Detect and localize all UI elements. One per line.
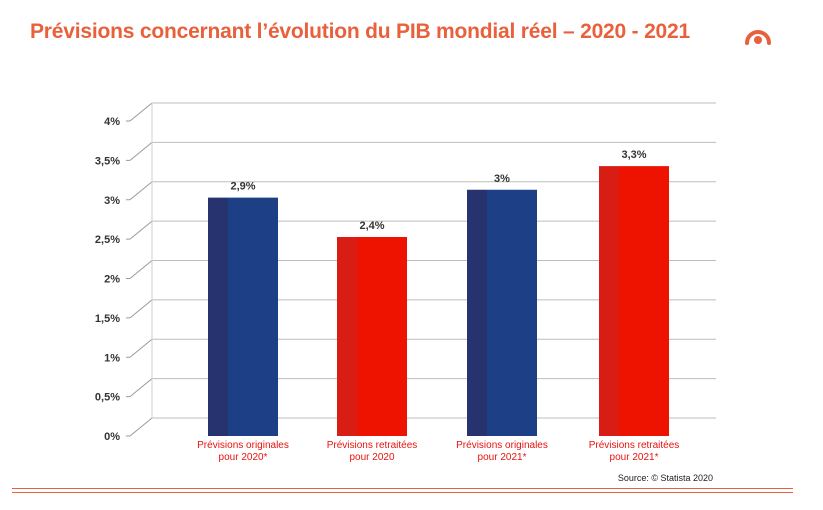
bar-side bbox=[208, 197, 228, 436]
gridline bbox=[129, 299, 153, 319]
data-label: 3% bbox=[494, 173, 510, 185]
ytick-label: 1,5% bbox=[95, 313, 120, 325]
gridline bbox=[129, 181, 153, 201]
bar bbox=[619, 166, 669, 436]
category-label: Prévisions retraitées bbox=[327, 440, 418, 451]
bar-chart: 0% 0,5% 1% 1,5% 2% 2,5% 3% 3,5% 4% 2,9% 2,4% 3% 3,3… bbox=[95, 102, 716, 463]
category-label: pour 2020 bbox=[349, 452, 394, 463]
category-label: pour 2021* bbox=[478, 452, 527, 463]
bar bbox=[228, 197, 278, 436]
bar-side bbox=[599, 166, 619, 436]
page-title: Prévisions concernant l’évolution du PIB… bbox=[30, 20, 690, 43]
category-label: pour 2020* bbox=[219, 452, 268, 463]
bar bbox=[357, 237, 407, 436]
category-label: Prévisions originales bbox=[197, 440, 289, 451]
y-axis: 0% 0,5% 1% 1,5% 2% 2,5% 3% 3,5% 4% bbox=[95, 116, 120, 443]
source-note: Source: © Statista 2020 bbox=[617, 473, 713, 483]
category-label: Prévisions retraitées bbox=[589, 440, 680, 451]
arc-dot-logo-icon bbox=[745, 30, 771, 45]
ytick-label: 1% bbox=[104, 352, 120, 364]
bar-side bbox=[337, 237, 357, 436]
gridline bbox=[129, 338, 153, 358]
ytick-label: 0% bbox=[104, 431, 120, 443]
ytick-label: 3% bbox=[104, 195, 120, 207]
category-label: Prévisions originales bbox=[456, 440, 548, 451]
bar bbox=[487, 189, 537, 436]
ytick-label: 4% bbox=[104, 116, 120, 128]
data-label: 3,3% bbox=[621, 149, 646, 161]
gridline bbox=[129, 378, 153, 398]
bar-side bbox=[467, 189, 487, 436]
gridline bbox=[129, 417, 153, 437]
ytick-label: 2% bbox=[104, 274, 120, 286]
data-label: 2,4% bbox=[359, 220, 384, 232]
data-label: 2,9% bbox=[230, 181, 255, 193]
ytick-label: 3,5% bbox=[95, 155, 120, 167]
ytick-label: 2,5% bbox=[95, 234, 120, 246]
bar-series: 2,9% 2,4% 3% 3,3% bbox=[208, 149, 669, 436]
gridline bbox=[129, 220, 153, 240]
gridline bbox=[129, 260, 153, 279]
footer-divider bbox=[12, 492, 793, 493]
gridline bbox=[129, 102, 153, 122]
footer-divider bbox=[12, 488, 793, 489]
gridline bbox=[129, 141, 153, 161]
category-label: pour 2021* bbox=[610, 452, 659, 463]
ytick-label: 0,5% bbox=[95, 392, 120, 404]
